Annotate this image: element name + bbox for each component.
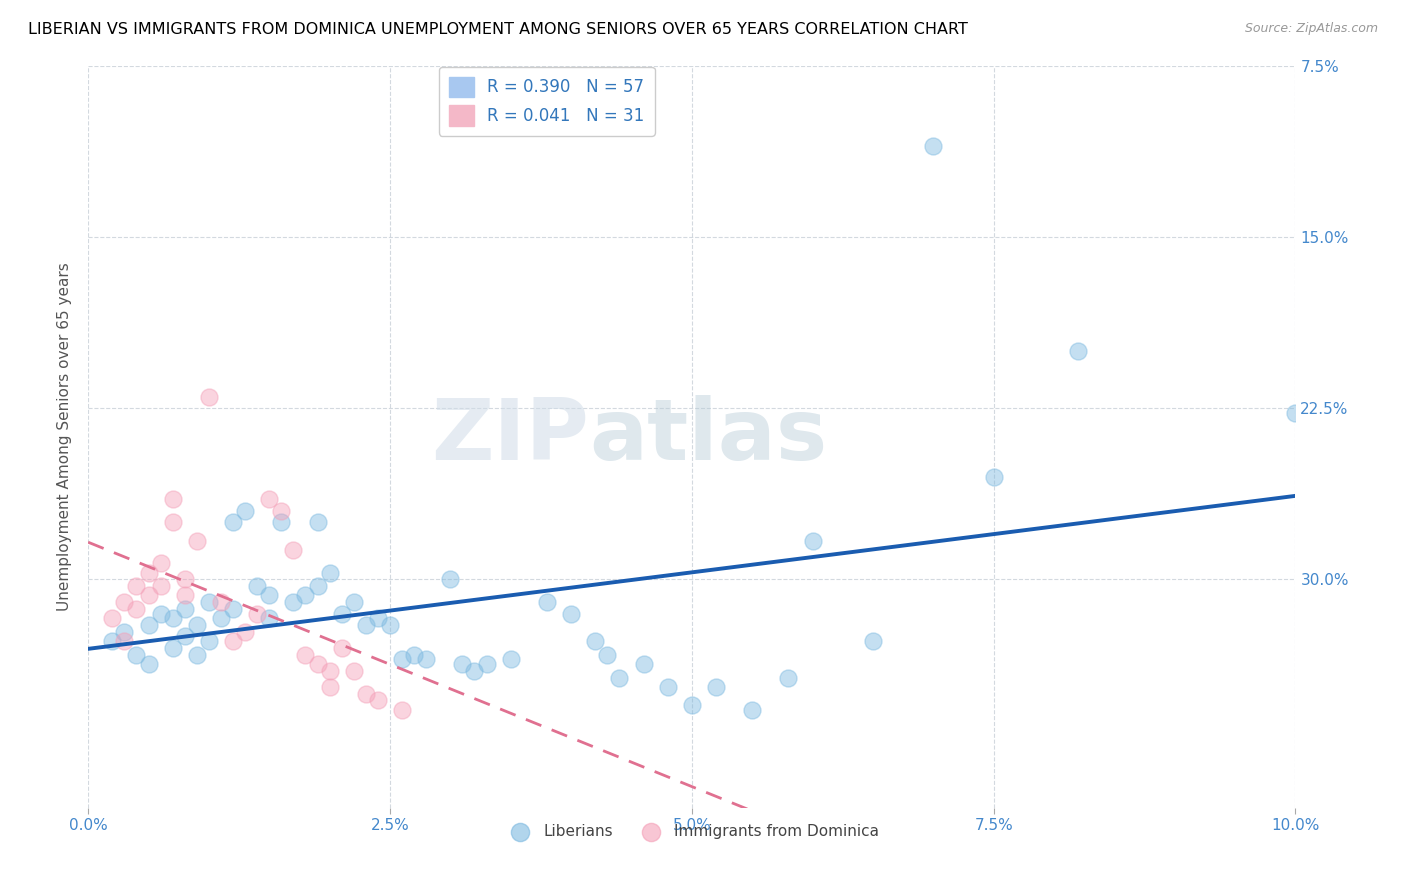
Point [354,687,377,701]
Point [560,607,582,621]
Legend: Liberians, Immigrants from Dominica: Liberians, Immigrants from Dominica [499,817,884,845]
Point [162,640,184,655]
Point [499,652,522,666]
Point [162,492,184,507]
Point [1067,344,1090,359]
Point [354,618,377,632]
Point [149,557,172,571]
Point [149,607,172,621]
Point [112,634,135,648]
Point [343,595,366,609]
Point [657,680,679,694]
Point [125,602,148,616]
Point [741,702,763,716]
Point [149,579,172,593]
Point [112,595,135,609]
Point [307,657,329,671]
Point [257,611,280,625]
Point [609,671,631,685]
Point [257,588,280,602]
Point [270,504,292,518]
Point [862,634,884,648]
Point [318,680,340,694]
Point [198,595,221,609]
Text: LIBERIAN VS IMMIGRANTS FROM DOMINICA UNEMPLOYMENT AMONG SENIORS OVER 65 YEARS CO: LIBERIAN VS IMMIGRANTS FROM DOMINICA UNE… [28,22,967,37]
Point [391,652,413,666]
Point [283,595,305,609]
Point [209,595,232,609]
Point [125,579,148,593]
Point [463,664,485,678]
Point [125,648,148,662]
Point [186,533,208,548]
Point [439,573,461,587]
Point [173,573,195,587]
Point [173,588,195,602]
Point [294,588,316,602]
Point [415,652,437,666]
Point [294,648,316,662]
Point [198,390,221,404]
Point [173,602,195,616]
Point [283,542,305,557]
Point [138,657,160,671]
Point [246,607,269,621]
Point [778,671,800,685]
Text: Source: ZipAtlas.com: Source: ZipAtlas.com [1244,22,1378,36]
Point [633,657,655,671]
Point [233,624,256,639]
Point [404,648,426,662]
Point [138,566,160,580]
Point [536,595,558,609]
Point [983,469,1005,483]
Point [162,611,184,625]
Point [209,611,232,625]
Point [186,618,208,632]
Point [596,648,619,662]
Point [101,634,124,648]
Point [801,533,824,548]
Point [138,588,160,602]
Point [198,634,221,648]
Point [222,516,245,530]
Point [307,516,329,530]
Text: atlas: atlas [589,395,828,478]
Point [173,630,195,644]
Point [270,516,292,530]
Point [451,657,474,671]
Point [1284,406,1306,420]
Text: ZIP: ZIP [432,395,589,478]
Point [367,693,389,707]
Point [330,607,353,621]
Point [318,664,340,678]
Point [257,492,280,507]
Point [101,611,124,625]
Point [233,504,256,518]
Point [246,579,269,593]
Point [681,698,703,712]
Point [318,566,340,580]
Point [343,664,366,678]
Point [378,618,401,632]
Point [162,516,184,530]
Point [112,624,135,639]
Point [222,602,245,616]
Point [138,618,160,632]
Point [391,702,413,716]
Point [367,611,389,625]
Point [704,680,727,694]
Point [922,138,945,153]
Point [307,579,329,593]
Point [186,648,208,662]
Y-axis label: Unemployment Among Seniors over 65 years: Unemployment Among Seniors over 65 years [58,262,72,611]
Point [583,634,606,648]
Point [475,657,498,671]
Point [330,640,353,655]
Point [222,634,245,648]
